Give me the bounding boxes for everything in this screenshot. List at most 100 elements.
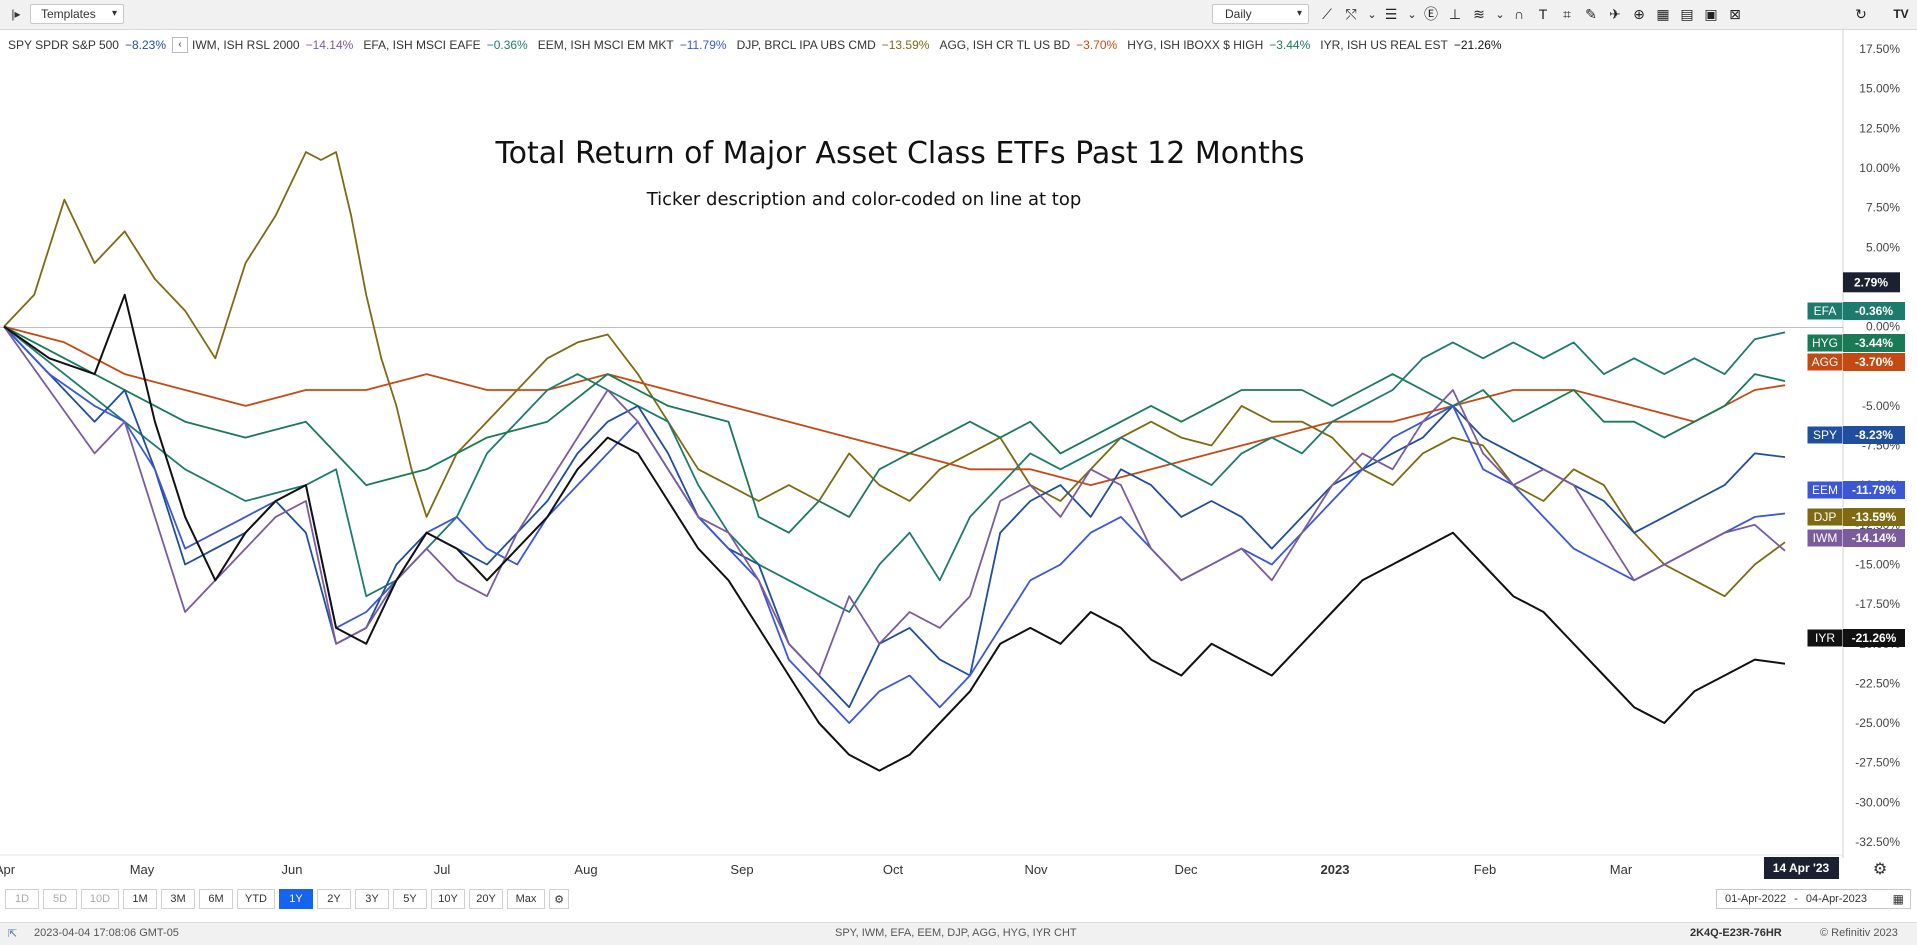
end-label-efa: EFA -0.36%	[1806, 301, 1905, 321]
y-tick-label: 15.00%	[1859, 82, 1900, 96]
line-chart-icon[interactable]: ⟋	[1322, 5, 1332, 22]
legend-item-eem[interactable]: EEM, ISH MSCI EM MKT −11.79%	[538, 38, 727, 52]
end-label-iwm: IWM -14.14%	[1806, 528, 1905, 548]
table-icon[interactable]: ▤	[1680, 5, 1694, 22]
legend-ticker: EFA,	[363, 38, 393, 52]
legend-item-djp[interactable]: DJP, BRCL IPA UBS CMD −13.59%	[737, 38, 930, 52]
legend-desc: ISH IBOXX $ HIGH	[1159, 38, 1264, 52]
bar-icon[interactable]: ⊥	[1448, 5, 1462, 22]
templates-dropdown[interactable]: Templates ▾	[30, 4, 124, 24]
chevron-down-icon[interactable]: ⌄	[1367, 8, 1377, 21]
range-settings-icon[interactable]: ⚙	[549, 889, 569, 909]
interval-dropdown[interactable]: Daily ▾	[1212, 4, 1309, 24]
end-label-spy: SPY -8.23%	[1806, 425, 1905, 445]
event-icon[interactable]: Ⓔ	[1424, 6, 1438, 22]
range-button-3y[interactable]: 3Y	[355, 889, 389, 909]
magnet-icon[interactable]: ∩	[1513, 6, 1525, 22]
x-tick-label: Jun	[282, 862, 303, 877]
chevron-down-icon: ▾	[111, 8, 117, 19]
range-button-1y[interactable]: 1Y	[279, 889, 313, 909]
y-tick-label: -30.00%	[1855, 795, 1900, 809]
refresh-icon[interactable]: ↻	[1855, 5, 1867, 22]
legend-item-efa[interactable]: EFA, ISH MSCI EAFE −0.36%	[363, 38, 527, 52]
wave-icon[interactable]: ≋	[1473, 5, 1485, 22]
chart-area[interactable]: 17.50%15.00%12.50%10.00%7.50%5.00%2.50%0…	[0, 29, 1917, 887]
x-tick-label: Sep	[730, 862, 753, 877]
chevron-down-icon: ▾	[1296, 8, 1302, 19]
chevron-down-icon[interactable]: ⌄	[1495, 8, 1505, 21]
series-line-eem	[3, 325, 1786, 724]
legend-item-agg[interactable]: AGG, ISH CR TL US BD −3.70%	[939, 38, 1117, 52]
x-tick-label: Oct	[883, 862, 904, 877]
x-tick-label: Dec	[1174, 862, 1198, 877]
date-range-picker[interactable]: 01-Apr-2022 - 04-Apr-2023 ▦	[1716, 889, 1911, 909]
x-tick-label: May	[130, 862, 155, 877]
crosshair-value-label: 2.79%	[1843, 272, 1900, 293]
end-label-iyr: IYR -21.26%	[1806, 628, 1905, 648]
range-button-3m[interactable]: 3M	[161, 889, 195, 909]
series-line-spy	[3, 325, 1786, 709]
y-tick-label: -15.00%	[1855, 557, 1900, 571]
x-tick-label: Nov	[1024, 862, 1048, 877]
range-button-5d[interactable]: 5D	[43, 889, 77, 909]
end-label-value: -3.70%	[1855, 355, 1893, 369]
chart-title: Total Return of Major Asset Class ETFs P…	[494, 136, 1304, 171]
legend-item-iyr[interactable]: IYR, ISH US REAL EST −21.26%	[1320, 38, 1501, 52]
range-button-max[interactable]: Max	[507, 889, 545, 909]
series-line-iyr	[3, 293, 1786, 772]
legend-desc: ISH MSCI EM MKT	[570, 38, 674, 52]
legend-item-spy[interactable]: SPY SPDR S&P 500 −8.23%	[8, 38, 166, 52]
close-icon[interactable]: ⊠	[1729, 5, 1741, 22]
map-icon[interactable]: ✈	[1609, 5, 1621, 22]
svg-text:14 Apr '23: 14 Apr '23	[1773, 861, 1830, 875]
y-tick-label: 5.00%	[1866, 240, 1900, 254]
zoom-icon[interactable]: ⊕	[1633, 5, 1645, 22]
legend-value: −21.26%	[1453, 38, 1502, 52]
note-icon[interactable]: ✎	[1585, 5, 1597, 22]
range-button-1d[interactable]: 1D	[5, 889, 39, 909]
x-tick-label: Mar	[1610, 862, 1633, 877]
range-button-20y[interactable]: 20Y	[469, 889, 503, 909]
range-selector: 1D 5D 10D 1M 3M 6M YTD 1Y 2Y 3Y 5Y 10Y 20Y Max ⚙	[0, 887, 1917, 911]
chevron-down-icon[interactable]: ⌄	[1407, 8, 1417, 21]
range-button-1m[interactable]: 1M	[123, 889, 157, 909]
templates-label: Templates	[41, 7, 96, 21]
logo-icon[interactable]: TV	[1893, 7, 1909, 21]
legend-item-iwm[interactable]: IWM, ISH RSL 2000 −14.14%	[192, 38, 353, 52]
interval-label: Daily	[1225, 7, 1252, 21]
range-button-10y[interactable]: 10Y	[431, 889, 465, 909]
end-label-ticker: EEM	[1812, 483, 1838, 497]
y-tick-label: -17.50%	[1855, 597, 1900, 611]
legend-value: −0.36%	[486, 38, 528, 52]
y-tick-label: -22.50%	[1855, 676, 1900, 690]
text-icon[interactable]: T	[1538, 6, 1548, 22]
status-timestamp: 2023-04-04 17:08:06 GMT-05	[34, 927, 179, 939]
range-button-6m[interactable]: 6M	[199, 889, 233, 909]
legend-value: −14.14%	[305, 38, 354, 52]
legend-item-hyg[interactable]: HYG, ISH IBOXX $ HIGH −3.44%	[1127, 38, 1310, 52]
chart-subtitle: Ticker description and color-coded on li…	[646, 189, 1082, 210]
range-button-10d[interactable]: 10D	[81, 889, 119, 909]
end-label-ticker: SPY	[1813, 428, 1837, 442]
legend-value: −3.70%	[1076, 38, 1118, 52]
range-button-5y[interactable]: 5Y	[393, 889, 427, 909]
sidebar-toggle-icon[interactable]: |▸	[11, 7, 21, 21]
y-tick-label: -32.50%	[1855, 835, 1900, 849]
status-instruments: SPY, IWM, EFA, EEM, DJP, AGG, HYG, IYR C…	[835, 927, 1077, 939]
collapse-legend-icon[interactable]: ‹	[172, 37, 189, 53]
x-tick-label: 2023	[1321, 862, 1350, 877]
end-label-djp: DJP -13.59%	[1806, 507, 1905, 527]
chart-settings-icon[interactable]: ⚙	[1873, 861, 1887, 878]
layers-icon[interactable]: ☰	[1384, 5, 1398, 22]
range-button-2y[interactable]: 2Y	[317, 889, 351, 909]
calendar-icon[interactable]: ▦	[1892, 892, 1904, 906]
crop-icon[interactable]: ⌗	[1563, 5, 1571, 22]
grid-icon[interactable]: ▦	[1656, 5, 1670, 22]
legend-desc: ISH RSL 2000	[223, 38, 300, 52]
indicator-icon[interactable]: ⤲	[1345, 5, 1357, 22]
legend-desc: ISH CR TL US BD	[972, 38, 1071, 52]
legend: SPY SPDR S&P 500 −8.23% ‹ IWM, ISH RSL 2000…	[8, 36, 1512, 54]
export-icon[interactable]: ▣	[1704, 5, 1718, 22]
range-button-ytd[interactable]: YTD	[237, 889, 275, 909]
legend-ticker: EEM,	[537, 38, 571, 52]
